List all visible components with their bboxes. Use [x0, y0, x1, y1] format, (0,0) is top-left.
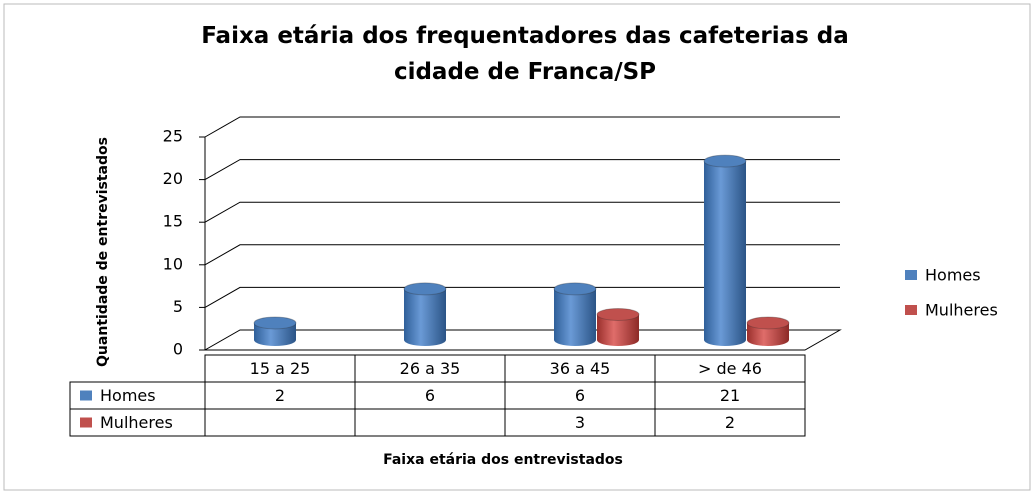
grid-line	[204, 116, 840, 138]
y-tick-label: 5	[173, 297, 183, 316]
cylinder-body	[747, 322, 789, 346]
y-tick-label: 15	[163, 212, 183, 231]
legend-label: Homes	[925, 266, 981, 285]
y-tick-label: 25	[163, 127, 183, 146]
cylinder-body	[554, 288, 596, 346]
cylinder	[553, 282, 597, 346]
grid-line	[204, 286, 840, 308]
y-tick-label: 0	[173, 340, 183, 359]
cylinder	[596, 307, 640, 346]
cylinder-top	[596, 307, 640, 321]
cylinder-top	[403, 282, 447, 296]
cylinder-body	[704, 161, 746, 346]
y-tick-label: 20	[163, 169, 183, 188]
x-tick-label: 36 a 45	[550, 359, 611, 378]
legend-key	[905, 305, 917, 315]
table-series-name: Homes	[100, 386, 156, 405]
legend-key	[905, 270, 917, 280]
y-tick-label: 10	[163, 254, 183, 273]
title-box: Faixa etária dos frequentadores das cafe…	[201, 23, 849, 85]
cylinder-top	[253, 316, 297, 330]
cylinder	[746, 316, 790, 346]
table-value: 6	[575, 386, 585, 405]
chart-title: Faixa etária dos frequentadores das cafe…	[201, 23, 849, 85]
table-value: 2	[275, 386, 285, 405]
y-axis-label: Quantidade de entrevistados	[95, 137, 111, 367]
cylinder-top	[553, 282, 597, 296]
table-value: 21	[720, 386, 740, 405]
cylinder	[703, 154, 747, 346]
cylinder-body	[404, 288, 446, 346]
grid-line	[204, 201, 840, 223]
table-series-name: Mulheres	[100, 413, 173, 432]
x-tick-label: 15 a 25	[250, 359, 311, 378]
cylinder	[403, 282, 447, 346]
x-axis-label: Faixa etária dos entrevistados	[383, 452, 623, 468]
grid-line	[204, 244, 840, 266]
table-legend-key	[80, 390, 92, 401]
cylinder-body	[597, 314, 639, 346]
cylinder-top	[703, 154, 747, 168]
x-tick-label: 26 a 35	[400, 359, 461, 378]
cylinder-body	[254, 322, 296, 346]
x-tick-label: > de 46	[698, 359, 762, 378]
cylinder	[253, 316, 297, 346]
table-legend-key	[80, 417, 92, 428]
table-value: 2	[725, 413, 735, 432]
floor	[203, 329, 842, 351]
table-value: 6	[425, 386, 435, 405]
grid-line	[204, 159, 840, 181]
legend-label: Mulheres	[925, 301, 998, 320]
cylinder-top	[746, 316, 790, 330]
table-value: 3	[575, 413, 585, 432]
